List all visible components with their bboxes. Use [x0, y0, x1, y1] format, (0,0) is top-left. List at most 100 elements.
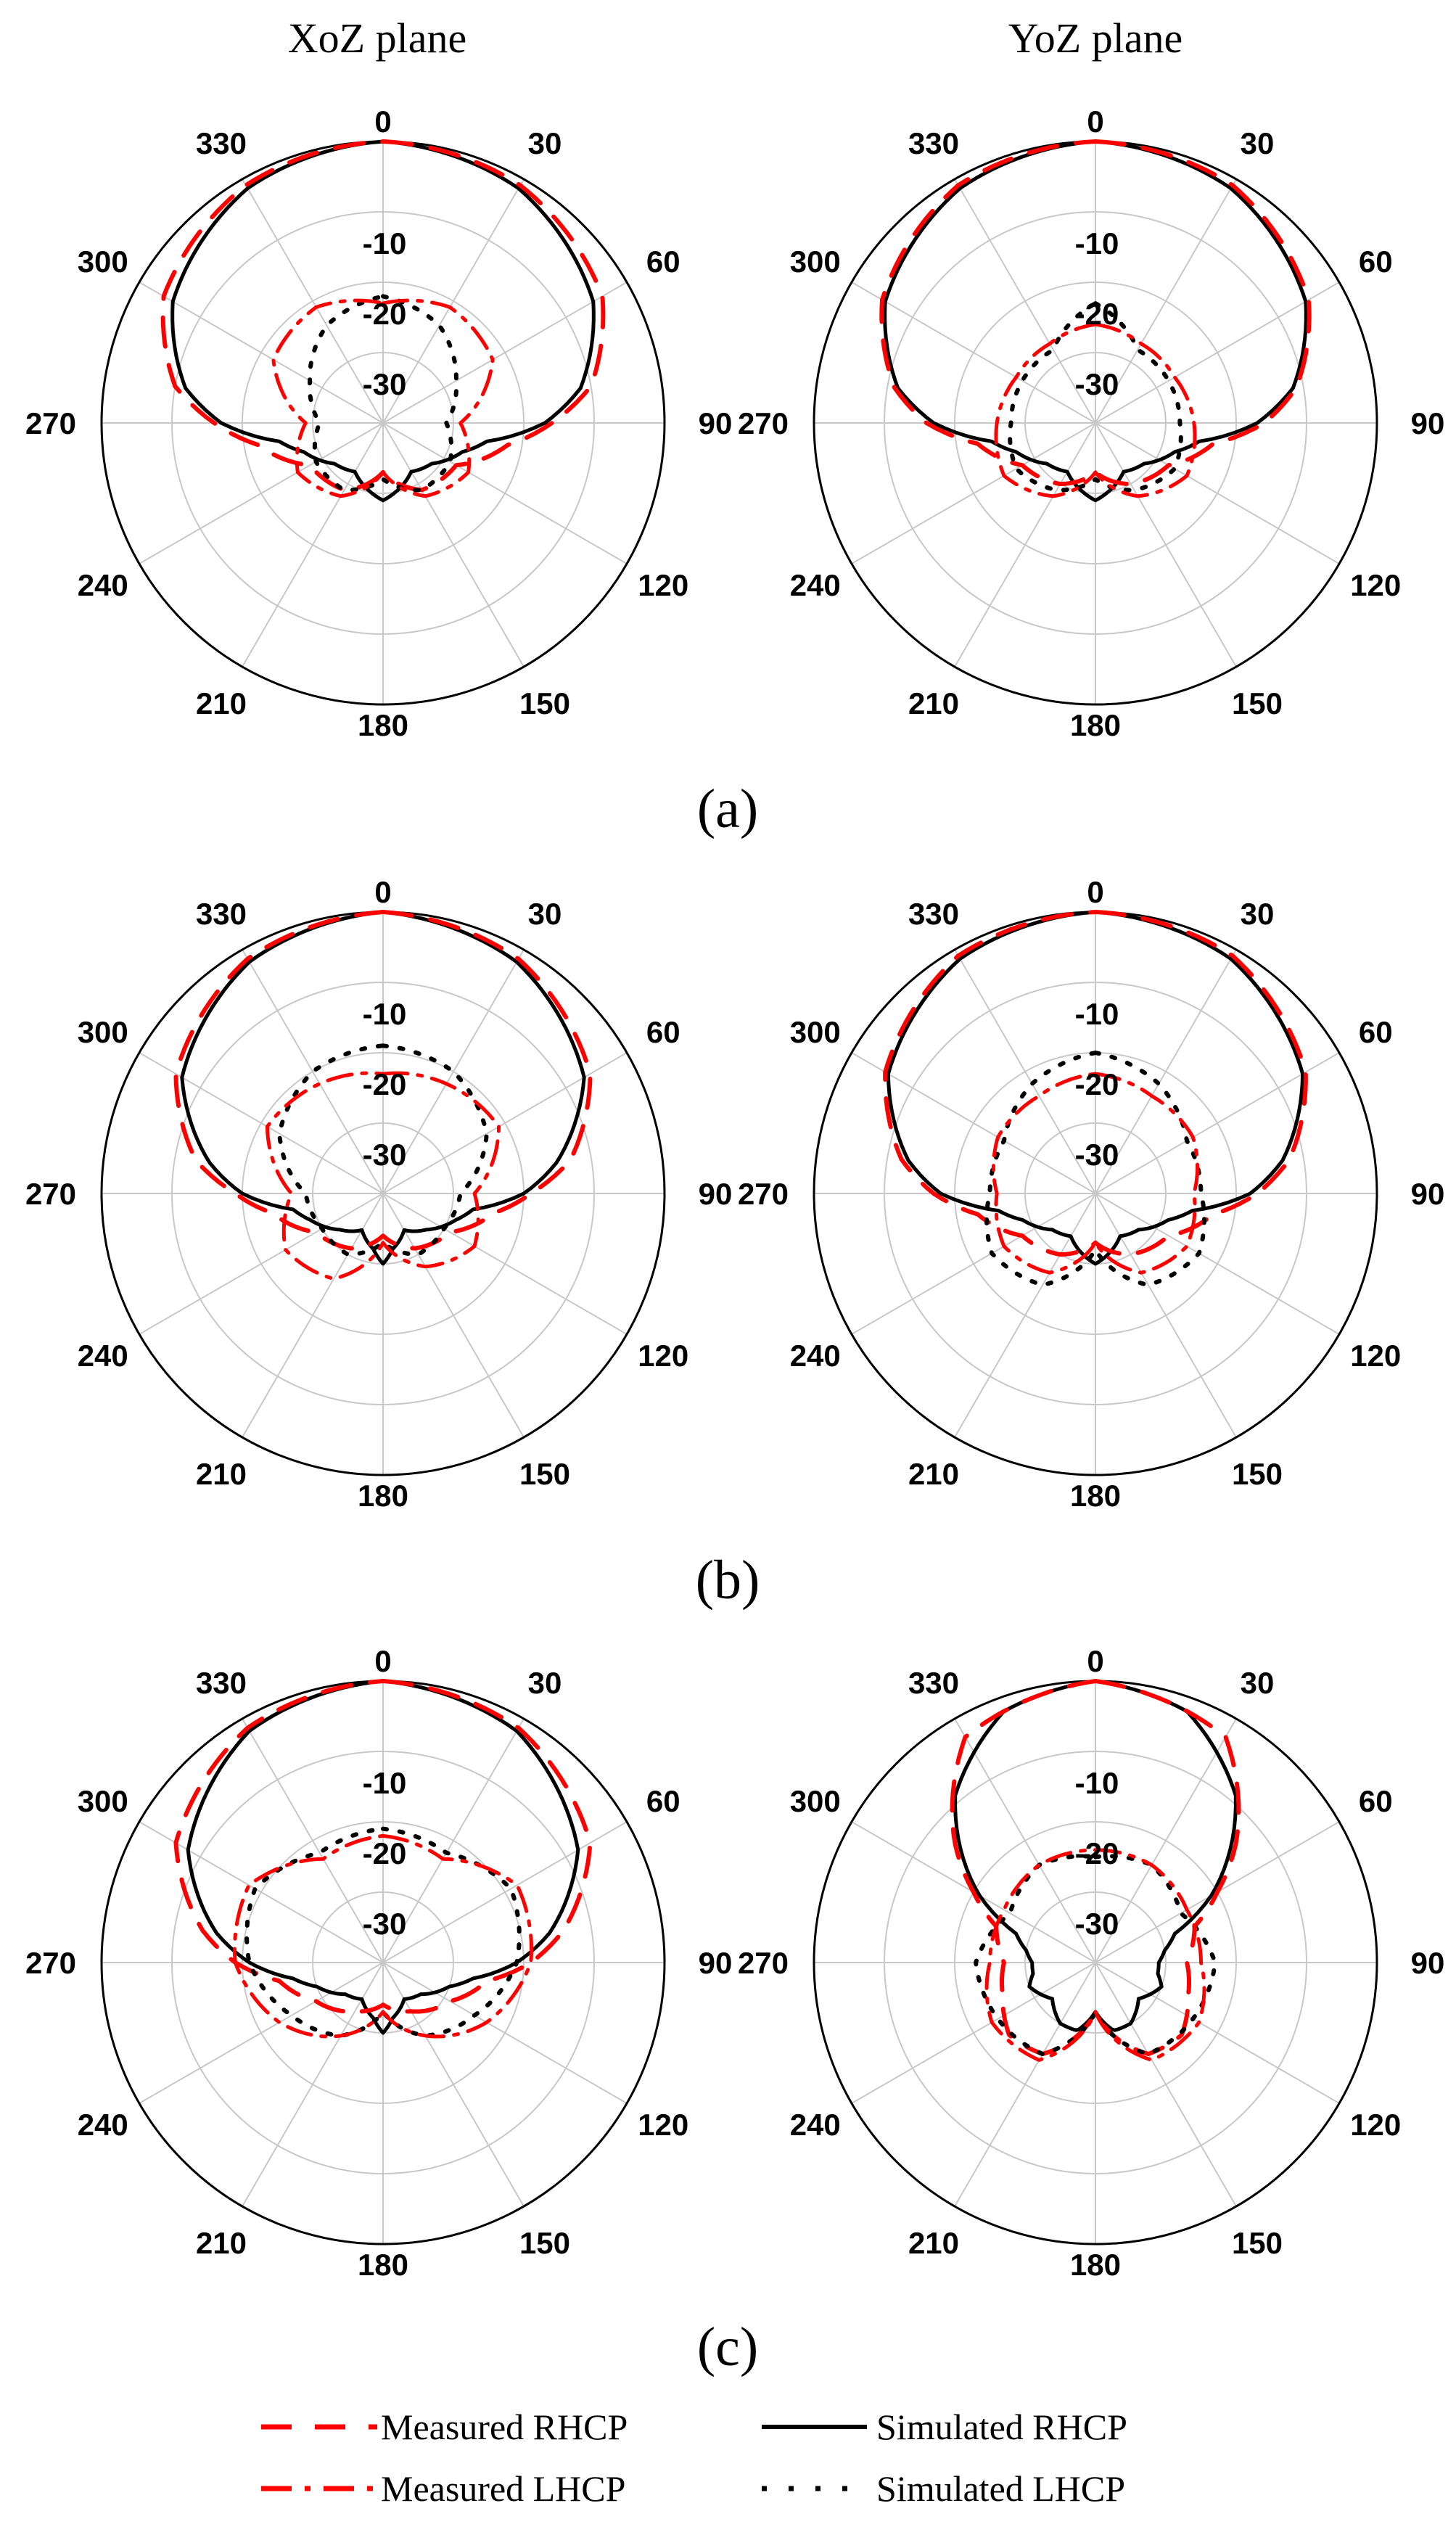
series-measured-lhcp — [233, 1833, 533, 2039]
grid-spoke-150 — [1095, 422, 1237, 667]
angle-tick-0: 0 — [374, 1644, 391, 1678]
angle-tick-150: 150 — [1232, 2226, 1283, 2260]
angle-tick-300: 300 — [790, 1015, 841, 1049]
polar-plot-c-xoz: -10 -20 -30 0 30 60 90 120 150 180 210 240 270 300 330 — [25, 1644, 732, 2282]
column-title-right: YoZ plane — [1008, 15, 1183, 62]
angle-tick-240: 240 — [78, 2108, 128, 2142]
grid-spoke-240 — [851, 1193, 1096, 1335]
angle-tick-300: 300 — [78, 1784, 128, 1818]
grid-spoke-210 — [954, 1962, 1096, 2207]
grid-spoke-300 — [139, 1052, 384, 1194]
grid-spoke-30 — [1095, 949, 1237, 1194]
angle-tick-0: 0 — [1087, 104, 1103, 139]
angle-tick-90: 90 — [1411, 1177, 1445, 1211]
grid-spoke-60 — [382, 1821, 628, 1963]
grid-spoke-300 — [851, 282, 1096, 424]
legend-label-simulated-rhcp: Simulated RHCP — [876, 2407, 1127, 2447]
grid-spoke-30 — [382, 1718, 525, 1963]
angle-tick-30: 30 — [528, 897, 562, 931]
series-measured-lhcp — [994, 322, 1197, 498]
angle-tick-330: 330 — [908, 1666, 959, 1700]
series-measured-rhcp — [879, 139, 1312, 486]
radial-tick--20: -20 — [363, 1836, 407, 1870]
grid-spoke-210 — [242, 1962, 384, 2207]
grid-spoke-210 — [242, 1193, 384, 1438]
angle-tick-210: 210 — [908, 2226, 959, 2260]
angle-tick-180: 180 — [1070, 708, 1121, 742]
angle-tick-270: 270 — [25, 1946, 76, 1980]
radial-tick--30: -30 — [363, 1138, 407, 1172]
radial-tick--10: -10 — [363, 226, 407, 260]
grid-spoke-240 — [851, 422, 1096, 564]
angle-tick-90: 90 — [1411, 1946, 1445, 1980]
polar-plot-b-xoz: -10 -20 -30 0 30 60 90 120 150 180 210 240 270 300 330 — [25, 875, 732, 1513]
angle-tick-240: 240 — [790, 2108, 841, 2142]
series-measured-rhcp — [173, 1679, 593, 2014]
series-simulated-rhcp — [180, 910, 586, 1266]
angle-tick-60: 60 — [646, 245, 680, 279]
radial-tick--20: -20 — [1075, 297, 1119, 331]
angle-tick-330: 330 — [196, 126, 247, 160]
angle-tick-90: 90 — [699, 406, 733, 440]
angle-tick-120: 120 — [638, 568, 688, 602]
series-measured-rhcp — [950, 1679, 1241, 2056]
radial-tick--10: -10 — [1075, 997, 1119, 1031]
angle-tick-120: 120 — [1350, 1339, 1401, 1373]
angle-tick-240: 240 — [790, 568, 841, 602]
angle-tick-120: 120 — [638, 2108, 688, 2142]
angle-tick-30: 30 — [528, 1666, 562, 1700]
angle-tick-210: 210 — [196, 2226, 247, 2260]
radial-tick--20: -20 — [363, 1067, 407, 1101]
grid-spoke-330 — [242, 178, 384, 424]
grid-spoke-120 — [1095, 1193, 1340, 1335]
angle-tick-150: 150 — [519, 2226, 570, 2260]
grid-spoke-120 — [382, 1962, 628, 2104]
grid-spoke-30 — [382, 178, 525, 424]
angle-tick-240: 240 — [790, 1339, 841, 1373]
legend-label-simulated-lhcp: Simulated LHCP — [876, 2468, 1125, 2509]
angle-tick-90: 90 — [699, 1177, 733, 1211]
angle-tick-210: 210 — [196, 1457, 247, 1491]
angle-tick-270: 270 — [25, 1177, 76, 1211]
grid-spoke-330 — [954, 178, 1096, 424]
angle-tick-0: 0 — [1087, 875, 1103, 909]
angle-tick-60: 60 — [1359, 1784, 1393, 1818]
grid-spoke-30 — [382, 949, 525, 1194]
angle-tick-30: 30 — [528, 126, 562, 160]
series-measured-lhcp — [991, 1072, 1200, 1275]
angle-tick-90: 90 — [1411, 406, 1445, 440]
grid-spoke-330 — [954, 949, 1096, 1194]
series-simulated-rhcp — [170, 139, 596, 503]
grid-spoke-30 — [1095, 1718, 1237, 1963]
panel-label-b: (b) — [696, 1550, 760, 1611]
polar-plot-a-xoz: -10 -20 -30 0 30 60 90 120 150 180 210 240 270 300 330 — [25, 104, 732, 742]
angle-tick-120: 120 — [1350, 568, 1401, 602]
angle-tick-60: 60 — [1359, 1015, 1393, 1049]
grid-spoke-120 — [1095, 422, 1340, 564]
angle-tick-300: 300 — [78, 245, 128, 279]
grid-spoke-210 — [954, 422, 1096, 667]
panel-label-c: (c) — [697, 2317, 758, 2378]
polar-plot-c-yoz: -10 -20 -30 0 30 60 90 120 150 180 210 240 270 300 330 — [738, 1644, 1444, 2282]
angle-tick-270: 270 — [738, 1946, 789, 1980]
series-simulated-lhcp — [244, 1826, 522, 2038]
grid-spoke-330 — [242, 949, 384, 1194]
angle-tick-30: 30 — [1241, 897, 1275, 931]
radial-tick--10: -10 — [1075, 226, 1119, 260]
polar-plot-a-yoz: -10 -20 -30 0 30 60 90 120 150 180 210 240 270 300 330 — [738, 104, 1444, 742]
grid-spoke-300 — [851, 1052, 1096, 1194]
grid-spoke-150 — [382, 422, 525, 667]
grid-spoke-120 — [382, 1193, 628, 1335]
angle-tick-210: 210 — [908, 686, 959, 720]
radial-tick--10: -10 — [1075, 1766, 1119, 1800]
angle-tick-210: 210 — [908, 1457, 959, 1491]
grid-spoke-240 — [139, 422, 384, 564]
angle-tick-90: 90 — [699, 1946, 733, 1980]
series-measured-lhcp — [265, 1071, 501, 1281]
grid-spoke-150 — [382, 1193, 525, 1438]
radial-tick--30: -30 — [363, 367, 407, 401]
grid-spoke-240 — [851, 1962, 1096, 2104]
radial-tick--20: -20 — [363, 297, 407, 331]
series-simulated-rhcp — [186, 1679, 580, 2035]
grid-spoke-120 — [1095, 1962, 1340, 2104]
